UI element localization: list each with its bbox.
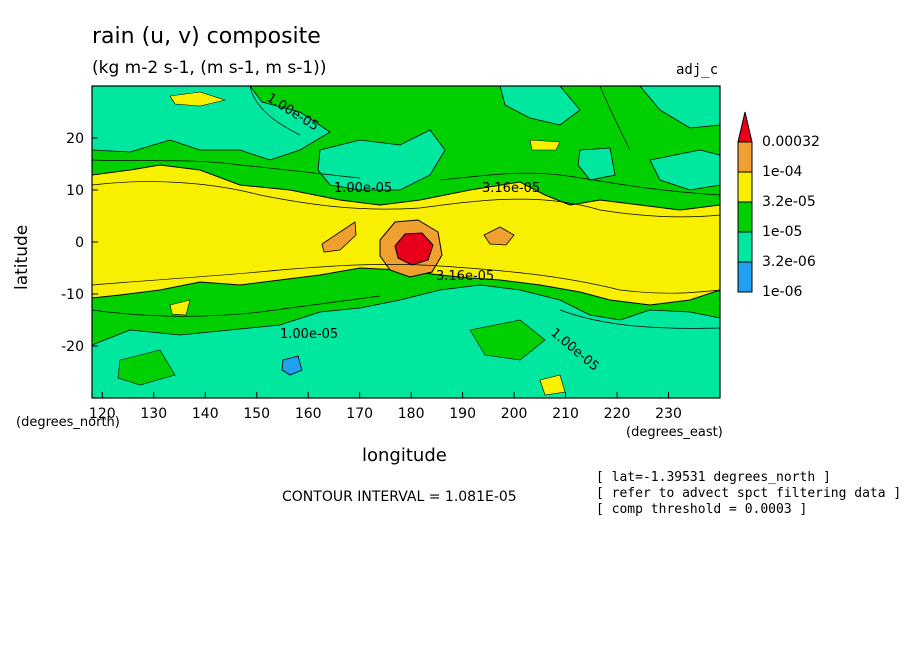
region-teal-north-5 <box>649 149 720 191</box>
region-blue-patch <box>281 355 303 376</box>
dataset-label: adj_c <box>676 62 719 78</box>
y-axis: -20 -10 0 10 20 <box>61 131 98 355</box>
y-tick-label: -10 <box>61 287 84 303</box>
x-tick-label: 200 <box>501 406 528 422</box>
x-tick-label: 180 <box>398 406 425 422</box>
note-lat: [ lat=-1.39531 degrees_north ] <box>596 470 831 485</box>
region-teal-north-3 <box>499 86 581 126</box>
note-threshold: [ comp threshold = 0.0003 ] <box>596 502 808 517</box>
region-orange-small-2 <box>321 221 357 253</box>
note-filter: [ refer to advect spct filtering data ] <box>596 486 902 501</box>
colorbar-swatch <box>737 261 753 293</box>
legend-label: 0.00032 <box>762 134 820 150</box>
x-tick-label: 120 <box>89 406 116 422</box>
legend-label: 1e-05 <box>762 224 803 240</box>
contour-lines <box>92 86 720 329</box>
y-tick-label: -20 <box>61 339 84 355</box>
colorbar-swatch <box>737 231 753 263</box>
legend-label: 1e-06 <box>762 284 803 300</box>
contour-label: 3.16e-05 <box>436 269 494 284</box>
legend-label: 3.2e-05 <box>762 194 816 210</box>
x-axis-label: longitude <box>362 445 447 466</box>
chart-title: rain (u, v) composite <box>92 24 321 49</box>
legend-label: 3.2e-06 <box>762 254 816 270</box>
contour-label: 1.00e-05 <box>280 327 338 342</box>
region-yellow-patch-3 <box>169 299 191 316</box>
x-tick-label: 210 <box>552 406 579 422</box>
region-red-max <box>394 232 434 266</box>
x-axis: 120 130 140 150 160 170 180 190 200 210 220 230 <box>89 392 682 422</box>
contour-label: 3.16e-05 <box>482 181 540 196</box>
x-tick-label: 170 <box>346 406 373 422</box>
colorbar-swatch <box>737 141 753 173</box>
y-tick-label: 20 <box>66 131 84 147</box>
contour-interval: CONTOUR INTERVAL = 1.081E-05 <box>282 489 517 505</box>
x-units-label: (degrees_east) <box>626 425 723 440</box>
x-tick-label: 230 <box>655 406 682 422</box>
region-yellow-patch-2 <box>529 139 561 151</box>
y-units-label: (degrees_north) <box>16 415 120 430</box>
region-green-south-inner <box>469 319 546 361</box>
legend-label: 1e-04 <box>762 164 803 180</box>
colorbar-swatch <box>737 201 753 233</box>
x-tick-label: 140 <box>192 406 219 422</box>
region-teal-north-1 <box>92 86 331 161</box>
colorbar-swatch <box>737 171 753 203</box>
colorbar-swatch <box>737 111 753 143</box>
contour-label: 1.00e-05 <box>334 181 392 196</box>
x-tick-label: 130 <box>140 406 167 422</box>
y-tick-label: 0 <box>75 235 84 251</box>
y-tick-label: 10 <box>66 183 84 199</box>
y-axis-label: latitude <box>12 224 32 290</box>
region-teal-south <box>92 284 720 398</box>
region-teal-north-2 <box>317 129 446 191</box>
region-yellow-patch-1 <box>169 91 227 107</box>
region-teal-north-6 <box>639 86 720 129</box>
x-tick-label: 150 <box>243 406 270 422</box>
region-yellow-patch-4 <box>539 374 566 396</box>
chart-subtitle: (kg m-2 s-1, (m s-1, m s-1)) <box>92 58 327 78</box>
region-green-south-inner-2 <box>117 349 176 386</box>
contour-plot <box>92 86 720 398</box>
region-teal-north-4 <box>577 147 616 181</box>
region-orange-small-1 <box>483 226 515 246</box>
x-tick-label: 220 <box>604 406 631 422</box>
x-tick-label: 160 <box>295 406 322 422</box>
colorbar <box>737 111 753 293</box>
x-tick-label: 190 <box>449 406 476 422</box>
